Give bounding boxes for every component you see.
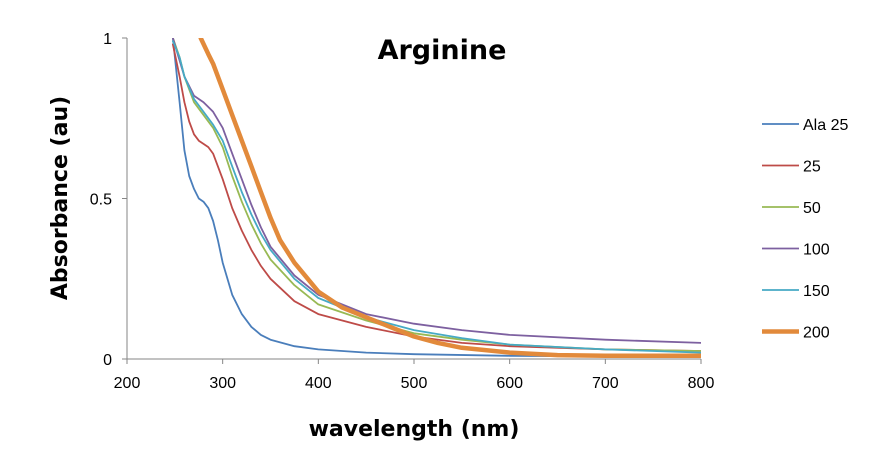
plot-area: 00.51 200 300 400 500 600 700 800 — [90, 31, 715, 392]
x-tick-label: 800 — [688, 375, 715, 392]
y-tick-label: 1 — [103, 31, 112, 48]
y-ticks: 00.51 — [90, 31, 127, 369]
legend-label: 50 — [803, 200, 821, 217]
series-line-1 — [172, 43, 701, 352]
legend-label: Ala 25 — [803, 117, 848, 134]
y-tick-label: 0.5 — [90, 192, 112, 209]
x-tick-label: 200 — [114, 375, 141, 392]
x-tick-label: 700 — [592, 375, 619, 392]
series-line-4 — [172, 40, 701, 354]
x-tick-label: 500 — [401, 375, 428, 392]
y-axis-title: Absorbance (au) — [48, 96, 73, 300]
series-line-2 — [172, 38, 701, 352]
series-line-0 — [172, 38, 701, 358]
x-ticks: 200 300 400 500 600 700 800 — [114, 359, 715, 392]
legend-label: 150 — [803, 283, 830, 300]
x-tick-label: 600 — [496, 375, 523, 392]
x-axis-title: wavelength (nm) — [309, 417, 520, 442]
y-tick-label: 0 — [103, 352, 112, 369]
x-tick-label: 400 — [305, 375, 332, 392]
series-layer — [172, 38, 701, 359]
x-tick-label: 300 — [209, 375, 236, 392]
legend-label: 200 — [803, 325, 830, 342]
series-line-3 — [172, 38, 701, 344]
legend-label: 25 — [803, 159, 821, 176]
legend: Ala 25 25 50 100 150 200 — [762, 117, 848, 342]
legend-label: 100 — [803, 242, 830, 259]
chart-title: Arginine — [378, 35, 507, 66]
series-line-5 — [198, 38, 701, 359]
